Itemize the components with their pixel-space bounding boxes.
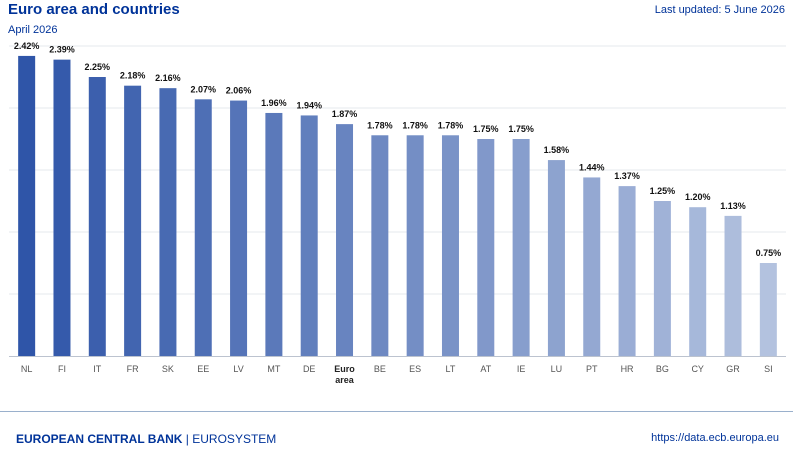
- data-label: 2.25%: [85, 62, 111, 72]
- data-label: 2.07%: [190, 84, 216, 94]
- data-label: 1.25%: [650, 186, 676, 196]
- bar: [759, 263, 777, 356]
- x-tick-label: NL: [21, 364, 33, 374]
- bar: [583, 177, 601, 356]
- bar: [441, 135, 459, 356]
- x-tick-label: BG: [656, 364, 669, 374]
- bar: [512, 139, 530, 356]
- data-label: 1.75%: [508, 124, 534, 134]
- chart-subtitle: April 2026: [8, 24, 58, 36]
- data-label: 1.87%: [332, 109, 358, 119]
- data-label: 1.37%: [614, 171, 640, 181]
- bar: [53, 59, 71, 356]
- data-label: 1.78%: [438, 120, 464, 130]
- bar: [159, 88, 177, 356]
- x-tick-label: BE: [374, 364, 386, 374]
- footer-separator: |: [185, 432, 189, 446]
- bar: [689, 207, 707, 356]
- data-label: 2.42%: [14, 41, 40, 51]
- x-tick-label: ES: [409, 364, 421, 374]
- data-label: 1.78%: [367, 120, 393, 130]
- chart-title: Euro area and countries: [8, 1, 180, 18]
- footer-divider: [0, 411, 793, 412]
- bar: [618, 186, 636, 356]
- x-tick-label: LT: [446, 364, 456, 374]
- x-tick-label: FI: [58, 364, 66, 374]
- x-tick-label: AT: [480, 364, 491, 374]
- bar: [336, 124, 354, 357]
- x-tick-label: FR: [127, 364, 139, 374]
- bar: [477, 139, 495, 356]
- x-tick-label: SI: [764, 364, 773, 374]
- footer-organisation: EUROPEAN CENTRAL BANK | EUROSYSTEM: [16, 432, 276, 446]
- data-label: 1.44%: [579, 162, 605, 172]
- bar: [124, 85, 142, 357]
- bar: [371, 135, 389, 356]
- x-tick-label: HR: [621, 364, 634, 374]
- x-tick-label: SK: [162, 364, 174, 374]
- x-tick-label: area: [335, 375, 355, 385]
- x-tick-label: MT: [267, 364, 280, 374]
- last-updated-text: Last updated: 5 June 2026: [654, 4, 785, 16]
- bar: [265, 112, 283, 357]
- data-label: 1.94%: [296, 100, 322, 110]
- bar: [547, 160, 565, 356]
- x-tick-label: DE: [303, 364, 316, 374]
- x-tick-label: GR: [726, 364, 740, 374]
- bar: [194, 99, 212, 356]
- bar: [88, 77, 106, 356]
- system-name: EUROSYSTEM: [192, 432, 277, 446]
- bar: [406, 135, 424, 356]
- bar: [300, 115, 318, 356]
- data-label: 2.06%: [226, 86, 252, 96]
- org-name: EUROPEAN CENTRAL BANK: [16, 432, 183, 446]
- data-label: 2.18%: [120, 71, 146, 81]
- bar: [230, 100, 248, 356]
- data-label: 2.16%: [155, 73, 181, 83]
- data-label: 1.13%: [720, 201, 746, 211]
- bar: [724, 215, 742, 356]
- x-tick-label: IT: [93, 364, 102, 374]
- data-label: 1.96%: [261, 98, 287, 108]
- x-tick-label: LV: [233, 364, 243, 374]
- data-label: 1.58%: [544, 145, 570, 155]
- x-tick-label: IE: [517, 364, 526, 374]
- data-label: 2.39%: [49, 45, 75, 55]
- bar-chart: 2.42% NL 2.39% FI 2.25% IT 2.18% FR 2.16% SK 2.07%…: [9, 41, 786, 385]
- data-label: 1.75%: [473, 124, 499, 134]
- bar: [653, 201, 671, 356]
- x-tick-label: LU: [551, 364, 563, 374]
- x-tick-label: EE: [197, 364, 209, 374]
- x-tick-label: PT: [586, 364, 598, 374]
- footer-url-link[interactable]: https://data.ecb.europa.eu: [651, 432, 779, 444]
- x-tick-label: CY: [691, 364, 704, 374]
- data-label: 1.20%: [685, 192, 711, 202]
- x-tick-label: Euro: [334, 364, 355, 374]
- data-label: 1.78%: [402, 120, 428, 130]
- bar: [18, 55, 36, 357]
- data-label: 0.75%: [756, 248, 782, 258]
